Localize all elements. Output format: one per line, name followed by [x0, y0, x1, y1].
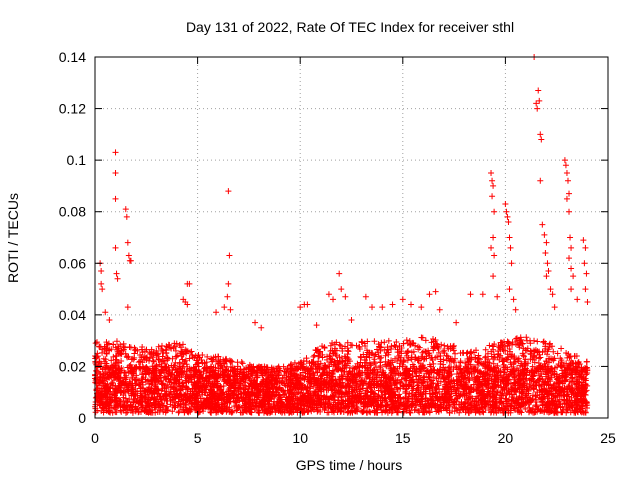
data-point	[435, 349, 442, 356]
data-point	[534, 338, 541, 345]
data-point	[385, 337, 392, 344]
data-points	[92, 54, 591, 416]
data-point	[393, 339, 400, 346]
data-point	[327, 342, 334, 349]
data-point	[558, 357, 565, 364]
data-point	[385, 362, 392, 369]
data-point	[559, 408, 566, 415]
data-point	[155, 343, 162, 350]
data-point	[563, 350, 570, 357]
data-point	[554, 350, 561, 357]
data-point	[393, 384, 400, 391]
data-point	[329, 340, 336, 347]
data-point	[542, 358, 549, 365]
data-point	[183, 350, 190, 357]
data-point	[100, 409, 107, 416]
data-point	[131, 350, 138, 357]
data-point	[341, 368, 348, 375]
data-point	[208, 355, 215, 362]
grid-lines	[95, 57, 608, 418]
data-point	[388, 343, 395, 350]
data-point	[120, 340, 127, 347]
data-point	[229, 358, 236, 365]
data-point	[437, 353, 444, 360]
data-point	[550, 348, 557, 355]
data-point	[176, 408, 183, 415]
data-point	[359, 339, 366, 346]
data-point	[127, 344, 134, 351]
data-point	[432, 337, 439, 344]
data-point	[403, 337, 410, 344]
data-point	[583, 358, 590, 365]
data-point	[172, 343, 179, 350]
data-point	[422, 337, 429, 344]
data-point	[196, 354, 203, 361]
data-point	[311, 352, 318, 359]
data-point	[93, 353, 100, 360]
data-point	[337, 342, 344, 349]
chart-title: Day 131 of 2022, Rate Of TEC Index for r…	[186, 19, 514, 35]
data-point	[506, 345, 513, 352]
data-point	[441, 342, 448, 349]
data-point	[92, 340, 99, 347]
data-point	[163, 403, 170, 410]
data-point	[345, 348, 352, 355]
data-point	[482, 354, 489, 361]
data-point	[403, 352, 410, 359]
data-point	[531, 359, 538, 366]
data-point	[315, 350, 322, 357]
data-point	[175, 409, 182, 416]
data-point	[457, 359, 464, 366]
data-point	[523, 334, 530, 341]
data-point	[419, 349, 426, 356]
data-point	[400, 340, 407, 347]
data-point	[419, 334, 426, 341]
data-point	[486, 342, 493, 349]
data-point	[558, 345, 565, 352]
data-point	[310, 353, 317, 360]
data-point	[371, 338, 378, 345]
data-point	[358, 338, 365, 345]
data-point	[415, 343, 422, 350]
data-point	[506, 351, 513, 358]
data-point	[173, 340, 180, 347]
data-point	[117, 351, 124, 358]
data-point	[371, 358, 378, 365]
data-point	[239, 360, 246, 367]
data-point	[522, 406, 529, 413]
data-point	[188, 348, 195, 355]
data-point	[430, 336, 437, 343]
data-point	[412, 354, 419, 361]
data-point	[358, 354, 365, 361]
data-point	[113, 338, 120, 345]
data-point	[100, 355, 107, 362]
data-point	[540, 338, 547, 345]
